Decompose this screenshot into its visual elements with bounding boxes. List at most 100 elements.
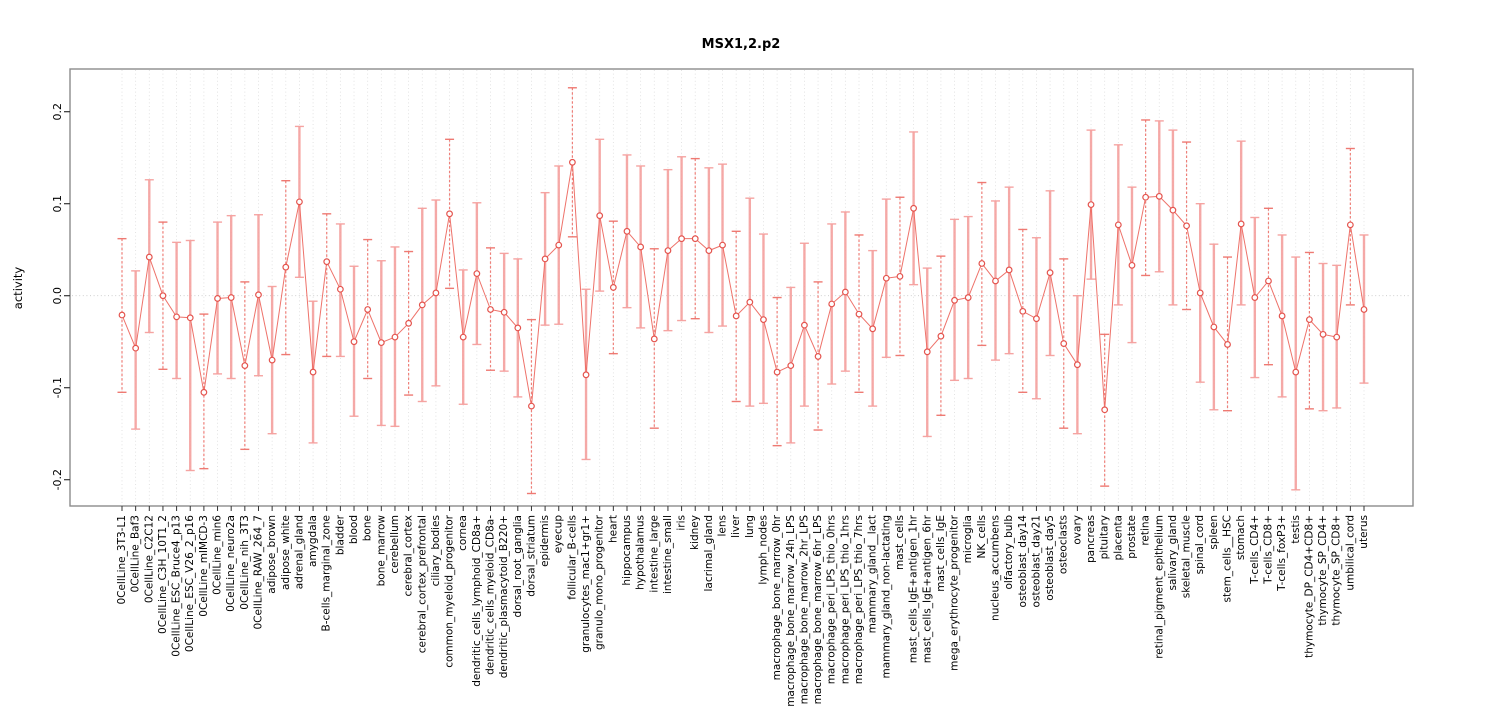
x-tick-label: heart <box>607 515 619 543</box>
x-tick-label: cerebral_cortex_prefrontal <box>416 515 428 653</box>
data-point <box>705 247 713 255</box>
error-bar <box>1223 256 1233 412</box>
data-point <box>350 338 358 346</box>
x-tick-label: 0CellLine_C3H_10T1_2 <box>157 515 169 634</box>
x-tick-label: dendritic_plasmacytoid_B220+ <box>498 515 510 678</box>
x-tick-label: T-cells_CD4+ <box>1249 515 1261 585</box>
data-point <box>1292 368 1300 376</box>
x-tick-label: blood <box>348 515 360 544</box>
x-tick-label: placenta <box>1112 515 1124 560</box>
x-tick-label: common_myeloid_progenitor <box>444 514 456 667</box>
x-tick-label: mammary_gland_non-lactating <box>880 515 892 678</box>
data-point <box>814 353 822 360</box>
x-tick-label: macrophage_peri_LPS_thio_0hrs <box>826 515 838 684</box>
error-bar <box>1182 141 1192 311</box>
data-point <box>118 311 126 319</box>
x-tick-label: mast_cells_IgE+antigen_1hr <box>908 514 920 663</box>
connector-line <box>121 162 1365 410</box>
x-tick-label: B-cells_marginal_zone <box>321 515 333 631</box>
data-point <box>1060 340 1068 347</box>
x-tick-label: adipose_white <box>280 515 292 590</box>
data-point <box>296 198 303 206</box>
data-point <box>268 356 276 364</box>
x-tick-label: 0CellLine_Baf3 <box>130 515 142 592</box>
data-point <box>1278 312 1286 320</box>
x-tick-label: T-cells_foxP3+ <box>1276 515 1288 592</box>
data-point <box>227 294 235 301</box>
data-point <box>1046 269 1054 277</box>
x-tick-label: lacrimal_gland <box>703 515 715 592</box>
x-tick-label: salivary_gland <box>1167 515 1179 591</box>
x-tick-label: ciliary_bodies <box>430 515 442 586</box>
x-tick-label: mega_erythrocyte_progenitor <box>949 514 961 671</box>
data-point <box>214 295 221 302</box>
data-point <box>801 321 808 329</box>
data-point <box>732 312 740 320</box>
x-tick-label: granulocytes_mac1+gr1+ <box>580 515 592 653</box>
x-tick-label: prostate <box>1126 515 1138 559</box>
x-tick-label: mast_cells <box>894 515 906 570</box>
x-tick-label: testis <box>1290 515 1302 544</box>
x-tick-label: dendritic_cells_myeloid_CD8a- <box>485 515 497 675</box>
x-tick-label: macrophage_peri_LPS_thio_1hrs <box>839 515 851 684</box>
y-tick-label: 0.0 <box>51 287 64 305</box>
error-bar <box>649 248 659 429</box>
data-point <box>446 210 453 218</box>
data-point <box>528 402 535 410</box>
x-tick-label: uterus <box>1358 515 1370 549</box>
error-bar <box>567 87 577 238</box>
data-point <box>1224 341 1231 348</box>
x-tick-label: skeletal_muscle <box>1181 515 1193 598</box>
data-point <box>923 348 931 356</box>
x-tick-label: bladder <box>334 514 346 555</box>
error-bar <box>240 281 250 451</box>
data-point <box>664 247 672 255</box>
error-bar <box>322 213 332 358</box>
data-point <box>1360 306 1368 313</box>
data-point <box>1210 323 1218 331</box>
data-point <box>623 227 631 235</box>
data-point <box>678 235 685 243</box>
data-point <box>241 362 249 370</box>
x-tick-label: epidermis <box>539 515 551 567</box>
x-tick-label: bone_marrow <box>375 515 387 587</box>
data-point <box>1101 406 1109 414</box>
x-tick-label: T-cells_CD8+ <box>1262 515 1274 585</box>
data-point <box>896 272 904 280</box>
x-tick-label: olfactory_bulb <box>1003 515 1015 590</box>
x-tick-label: bone <box>362 515 374 541</box>
error-bar <box>936 255 946 416</box>
data-point <box>323 258 331 266</box>
data-point <box>855 310 863 318</box>
data-point <box>964 294 972 301</box>
x-tick-label: macrophage_bone_marrow_24h_LPS <box>785 515 797 707</box>
x-tick-label: 0CellLine_C2C12 <box>143 515 155 603</box>
error-bar <box>445 138 455 290</box>
data-point <box>541 255 549 263</box>
x-tick-label: macrophage_peri_LPS_thio_7hrs <box>853 515 865 684</box>
y-tick-label: -0.2 <box>51 469 64 490</box>
data-point <box>364 306 372 313</box>
x-tick-label: iris <box>676 515 688 531</box>
x-tick-label: thymocyte_SP_CD4+ <box>1317 515 1329 626</box>
data-point <box>173 313 180 321</box>
data-point <box>582 371 590 379</box>
x-tick-label: dorsal_root_ganglia <box>512 515 524 617</box>
data-point <box>1237 220 1245 228</box>
plot-frame <box>69 68 1414 507</box>
x-tick-label: stem_cells__HSC <box>1222 515 1234 602</box>
error-bar <box>690 157 700 320</box>
data-point <box>1128 261 1136 269</box>
x-tick-label: 0CellLine_nih_3T3 <box>239 515 251 610</box>
error-bar <box>895 196 905 357</box>
data-point <box>1033 315 1040 323</box>
x-tick-label: cerebral_cortex <box>403 515 415 596</box>
data-point <box>787 362 795 370</box>
x-tick-label: microglia <box>962 515 974 563</box>
x-tick-label: spleen <box>1208 515 1220 550</box>
x-tick-label: 0CellLine_ESC_Bruce4_p13 <box>171 515 183 657</box>
data-point <box>691 235 699 243</box>
data-point <box>869 325 877 333</box>
